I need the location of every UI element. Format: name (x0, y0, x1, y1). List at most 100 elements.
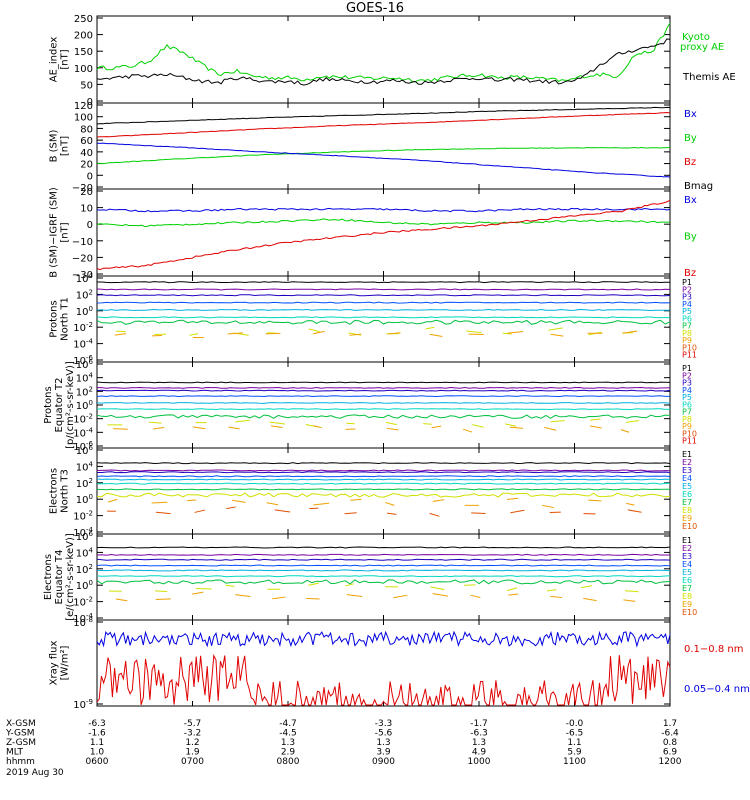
series-kyoto-proxy-ae (96, 22, 671, 83)
row-value: -5.7 (184, 719, 202, 729)
y-tick-label: 60 (80, 136, 93, 147)
y-tick-label: 120 (74, 101, 93, 112)
series-segment (504, 423, 517, 427)
y-axis-label: Protons (49, 300, 60, 337)
legend-entry: E7 (682, 584, 692, 593)
series-segment (308, 582, 320, 586)
series-segment (192, 426, 206, 430)
series-segment (508, 593, 519, 596)
panel-electrons_t4: 106 104 102 100 10-2 10-4 Electrons Equator T4[… (43, 530, 697, 625)
series-channel-5 (96, 308, 670, 312)
series-segment (227, 332, 244, 335)
legend-entry: P9 (682, 336, 692, 345)
series-channel-4 (96, 301, 671, 304)
series-channel-6 (96, 408, 671, 411)
y-tick-label: 100 (76, 493, 93, 506)
y-axis-label: B (SM) (49, 129, 60, 162)
series-segment (502, 332, 512, 335)
legend-entry: E9 (682, 514, 692, 523)
row-value: -1.6 (88, 729, 106, 739)
series-segment (148, 421, 162, 424)
series-segment (265, 332, 281, 335)
series-channel-3 (97, 471, 671, 474)
series-bz (96, 199, 671, 271)
y-tick-label: 10 (80, 204, 93, 215)
series-by (96, 218, 671, 228)
series-channel-1 (96, 462, 671, 465)
series-segment (153, 427, 165, 430)
series-segment (548, 327, 563, 331)
y-tick-label: 100 (76, 305, 93, 318)
y-axis-label: Equator T2 (54, 378, 65, 433)
y-tick-label: 10-4 (73, 426, 93, 439)
series-segment (386, 427, 399, 431)
y-tick-label: 150 (74, 47, 93, 58)
series-segment (306, 597, 320, 600)
series-segment (432, 593, 449, 597)
y-axis-label: Protons (43, 386, 54, 423)
y-axis-label: North T3 (60, 469, 71, 513)
y-axis-label: [nT] (60, 49, 71, 69)
series-channel-4 (96, 395, 670, 398)
legend-entry: E4 (682, 474, 692, 483)
panel-frame (96, 15, 671, 104)
series-segment (462, 428, 473, 433)
y-tick-label: 102 (76, 477, 93, 490)
series-segment (507, 331, 524, 334)
y-tick-label: 102 (76, 385, 93, 398)
series-segment (235, 594, 251, 597)
legend-entry: P7 (682, 408, 692, 417)
series-segment (155, 511, 171, 515)
panel-frame (96, 619, 671, 707)
series-segment (430, 586, 445, 591)
y-tick-label: 104 (76, 460, 94, 473)
series-segment (313, 425, 322, 429)
series-segment (115, 330, 126, 333)
legend-entry: Bz (684, 268, 696, 279)
y-axis-label: North T1 (60, 297, 71, 341)
legend-entry: Bx (684, 109, 697, 120)
y-tick-label: 104 (76, 372, 94, 385)
series-channel-4 (96, 475, 671, 478)
series-segment (432, 499, 445, 503)
y-tick-label: 10-2 (73, 510, 93, 523)
series-channel-2 (96, 469, 671, 472)
legend-entry: Bz (684, 157, 696, 168)
row-value: 0700 (181, 757, 204, 767)
legend-entry: E3 (682, 466, 692, 475)
series-bz (96, 111, 671, 138)
legend-entry: E3 (682, 552, 692, 561)
y-tick-label: 100 (76, 579, 93, 592)
series-segment (588, 499, 602, 502)
series-segment (423, 423, 432, 425)
row-value: 2.9 (281, 748, 296, 758)
legend-entry: By (684, 232, 697, 243)
legend-entry: P5 (682, 307, 692, 316)
y-axis-label: B (SM)−IGRF (SM) (49, 187, 60, 278)
series-segment (386, 512, 397, 515)
series-channel-5 (97, 569, 671, 572)
panel-xray: 10-8 10-9 Xray flux [W/m²] 0.1−0.8 nm 0.05−0.… (49, 616, 750, 711)
legend-entry: P3 (682, 293, 692, 302)
legend-entry: P2 (682, 371, 692, 380)
series-segment (225, 584, 235, 587)
row-value: 1.3 (376, 738, 390, 748)
y-tick-label: 100 (74, 64, 93, 75)
series-segment (312, 330, 325, 335)
y-tick-label: 20 (80, 187, 93, 198)
y-tick-label: 104 (76, 546, 94, 559)
y-axis-label: Electrons (43, 554, 54, 600)
y-axis-label: [nT] (60, 136, 71, 156)
series-segment (388, 332, 401, 335)
row-value: -6.5 (566, 729, 584, 739)
series-xray-short (96, 630, 671, 648)
legend-entry: P1 (682, 278, 692, 287)
legend-entry: E2 (682, 458, 692, 467)
series-by (97, 146, 671, 165)
series-segment (274, 509, 291, 513)
row-value: -6.3 (88, 719, 106, 729)
series-bx (96, 207, 671, 213)
legend-entry: By (684, 133, 697, 144)
series-segment (550, 595, 563, 599)
